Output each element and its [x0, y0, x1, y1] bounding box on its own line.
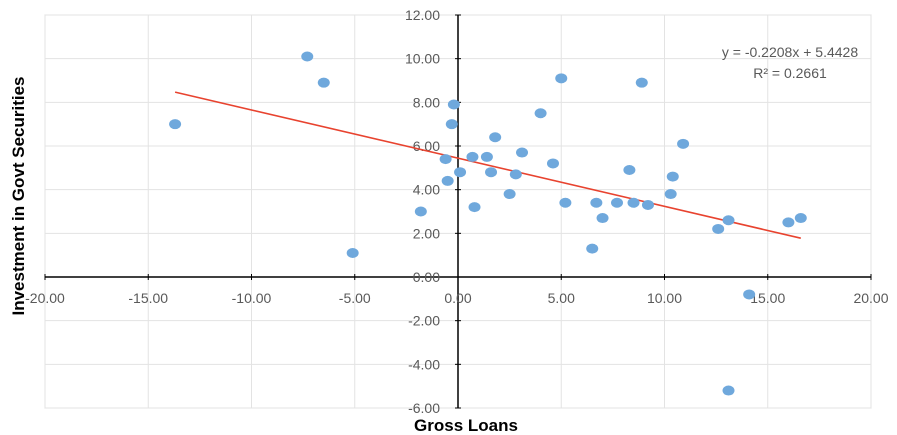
data-point: [722, 385, 735, 396]
x-tick-label: 20.00: [853, 290, 888, 306]
trendline: [174, 91, 801, 239]
data-point: [169, 119, 182, 130]
y-axis-title: Investment in Govt Securities: [9, 76, 28, 315]
y-tick-label: 10.00: [405, 51, 440, 67]
data-point: [414, 206, 427, 217]
data-point: [301, 51, 314, 62]
data-point: [627, 197, 640, 208]
data-point: [454, 167, 467, 178]
data-point: [346, 247, 359, 258]
data-point: [466, 151, 479, 162]
data-point: [596, 213, 609, 224]
data-point: [559, 197, 572, 208]
data-point: [546, 158, 559, 169]
data-point: [468, 202, 481, 213]
x-tick-labels: -20.00 -15.00 -10.00 -5.00 0.00 5.00 10.00 15.0…: [25, 290, 889, 306]
x-tick-label: -5.00: [339, 290, 371, 306]
y-tick-label: 0.00: [413, 269, 440, 285]
data-point: [516, 147, 529, 158]
axes: [44, 14, 872, 409]
data-point: [635, 77, 648, 88]
data-point: [509, 169, 522, 180]
data-point: [480, 151, 493, 162]
y-tick-label: 12.00: [405, 7, 440, 23]
data-point: [534, 108, 547, 119]
y-tick-label: 8.00: [413, 94, 440, 110]
x-tick-label: 5.00: [548, 290, 575, 306]
x-tick-label: 0.00: [444, 290, 471, 306]
data-point: [664, 189, 677, 200]
y-tick-labels: -6.00-4.00-2.000.002.004.006.008.0010.00…: [405, 7, 440, 416]
data-point: [447, 99, 460, 110]
data-points: [169, 51, 807, 396]
data-point: [441, 175, 454, 186]
data-point: [445, 119, 458, 130]
data-point: [590, 197, 603, 208]
y-tick-label: -6.00: [408, 400, 440, 416]
trendline-r-squared: R² = 0.2661: [753, 65, 827, 81]
data-point: [489, 132, 502, 143]
data-point: [712, 223, 725, 234]
y-tick-label: 4.00: [413, 182, 440, 198]
data-point: [586, 243, 599, 254]
data-point: [794, 213, 807, 224]
data-point: [555, 73, 568, 84]
trendline-equation: y = -0.2208x + 5.4428: [722, 44, 858, 60]
data-point: [743, 289, 756, 300]
data-point: [782, 217, 795, 228]
data-point: [666, 171, 679, 182]
data-point: [623, 165, 636, 176]
data-point: [317, 77, 330, 88]
data-point: [485, 167, 498, 178]
x-axis-title: Gross Loans: [414, 416, 518, 435]
x-tick-label: -15.00: [128, 290, 168, 306]
data-point: [611, 197, 624, 208]
x-tick-label: 10.00: [647, 290, 682, 306]
data-point: [722, 215, 735, 226]
data-point: [641, 199, 654, 210]
y-tick-label: -2.00: [408, 313, 440, 329]
data-point: [503, 189, 516, 200]
x-tick-label: -10.00: [232, 290, 272, 306]
y-tick-label: 2.00: [413, 225, 440, 241]
data-point: [439, 154, 452, 165]
x-tick-label: -20.00: [25, 290, 65, 306]
data-point: [677, 138, 690, 149]
trendline-group: [174, 91, 801, 239]
y-tick-label: -4.00: [408, 356, 440, 372]
x-tick-label: 15.00: [750, 290, 785, 306]
